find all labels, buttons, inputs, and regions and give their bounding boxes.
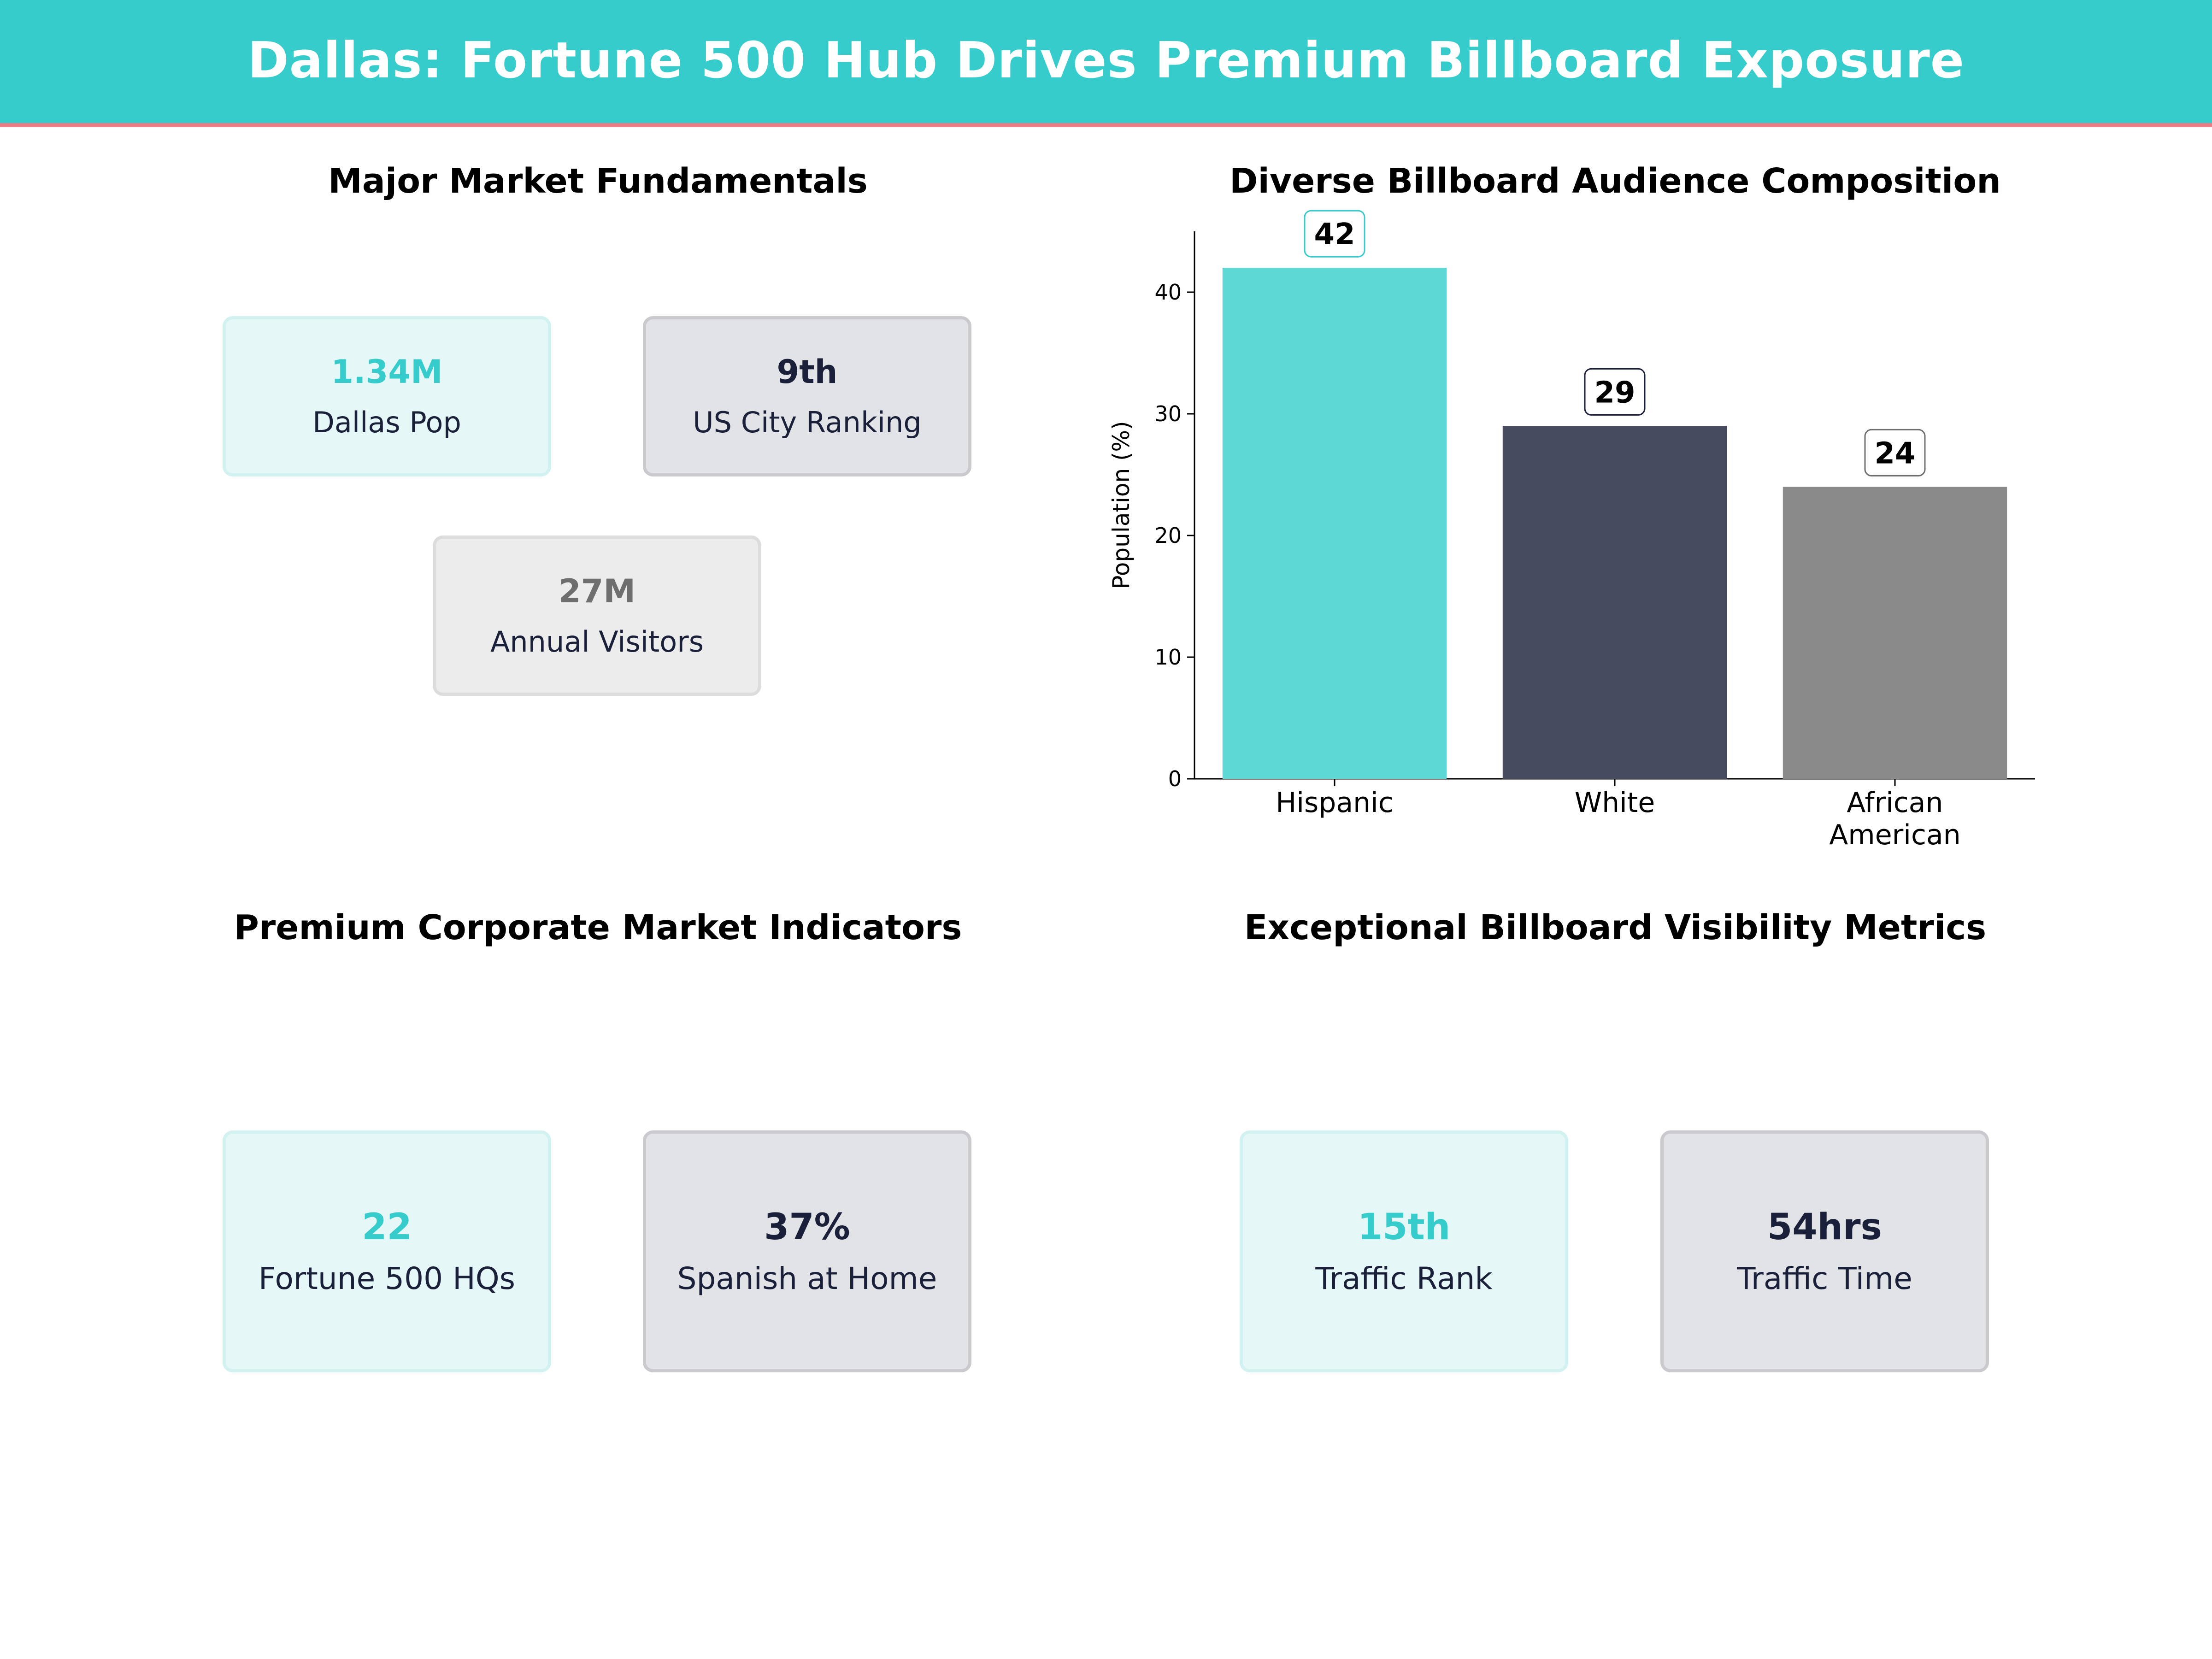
kpi-card-traffic-rank: 15th Traffic Rank	[1240, 1130, 1568, 1372]
kpi-card-fortune-500-hqs: 22 Fortune 500 HQs	[223, 1130, 551, 1372]
data-label-box	[1304, 210, 1365, 258]
y-tick-label: 0	[1168, 766, 1182, 791]
kpi-value: 22	[362, 1206, 412, 1248]
kpi-label: Annual Visitors	[490, 625, 704, 659]
kpi-label: Dallas Pop	[312, 406, 461, 439]
fundamentals-title: Major Market Fundamentals	[328, 161, 868, 201]
data-label: 29	[1594, 376, 1635, 410]
kpi-label: Fortune 500 HQs	[258, 1260, 516, 1296]
kpi-value: 37%	[764, 1206, 850, 1248]
x-tick-label-line: African	[1847, 787, 1943, 819]
visibility-title: Exceptional Billboard Visibility Metrics	[1244, 908, 1987, 947]
y-tick-label: 30	[1154, 401, 1182, 426]
kpi-value: 27M	[558, 572, 636, 610]
data-label-box	[1584, 368, 1646, 416]
kpi-card-dallas-pop: 1.34M Dallas Pop	[223, 316, 551, 477]
header-banner: Dallas: Fortune 500 Hub Drives Premium B…	[0, 0, 2212, 127]
data-label: 42	[1314, 218, 1355, 252]
kpi-card-annual-visitors: 27M Annual Visitors	[433, 535, 761, 696]
x-tick-label-line: Hispanic	[1276, 787, 1394, 819]
kpi-label: US City Ranking	[693, 406, 922, 439]
x-tick-label: White	[1575, 787, 1655, 819]
kpi-label: Traffic Rank	[1315, 1260, 1493, 1296]
y-axis-label: Population (%)	[1108, 421, 1135, 589]
y-tick-label: 20	[1154, 523, 1182, 548]
audience-chart-title: Diverse Billboard Audience Composition	[1230, 161, 2001, 201]
kpi-label: Traffic Time	[1737, 1260, 1912, 1296]
kpi-card-spanish-at-home: 37% Spanish at Home	[643, 1130, 971, 1372]
corporate-title: Premium Corporate Market Indicators	[234, 908, 962, 947]
kpi-value: 9th	[777, 353, 838, 391]
y-tick-label: 10	[1154, 645, 1182, 670]
data-label: 24	[1874, 436, 1915, 471]
x-tick-label-line: White	[1575, 787, 1655, 819]
x-tick-label: Hispanic	[1276, 787, 1394, 819]
data-label-box	[1864, 429, 1926, 477]
kpi-value: 1.34M	[331, 353, 443, 391]
page-title: Dallas: Fortune 500 Hub Drives Premium B…	[247, 32, 1965, 89]
kpi-card-traffic-time: 54hrs Traffic Time	[1660, 1130, 1989, 1372]
kpi-value: 54hrs	[1767, 1206, 1882, 1248]
y-tick-label: 40	[1154, 280, 1182, 305]
bar	[1502, 426, 1727, 779]
bar	[1783, 487, 2007, 779]
x-tick-label: African American	[1829, 787, 1961, 851]
kpi-card-us-city-ranking: 9th US City Ranking	[643, 316, 971, 477]
kpi-value: 15th	[1357, 1206, 1451, 1248]
bar	[1222, 268, 1447, 779]
kpi-label: Spanish at Home	[677, 1260, 937, 1296]
audience-bar-chart: 0 10 20 30 40 Population (%) Hispanic 42 White 29…	[1108, 210, 2035, 851]
x-tick-label-line: American	[1829, 819, 1961, 851]
